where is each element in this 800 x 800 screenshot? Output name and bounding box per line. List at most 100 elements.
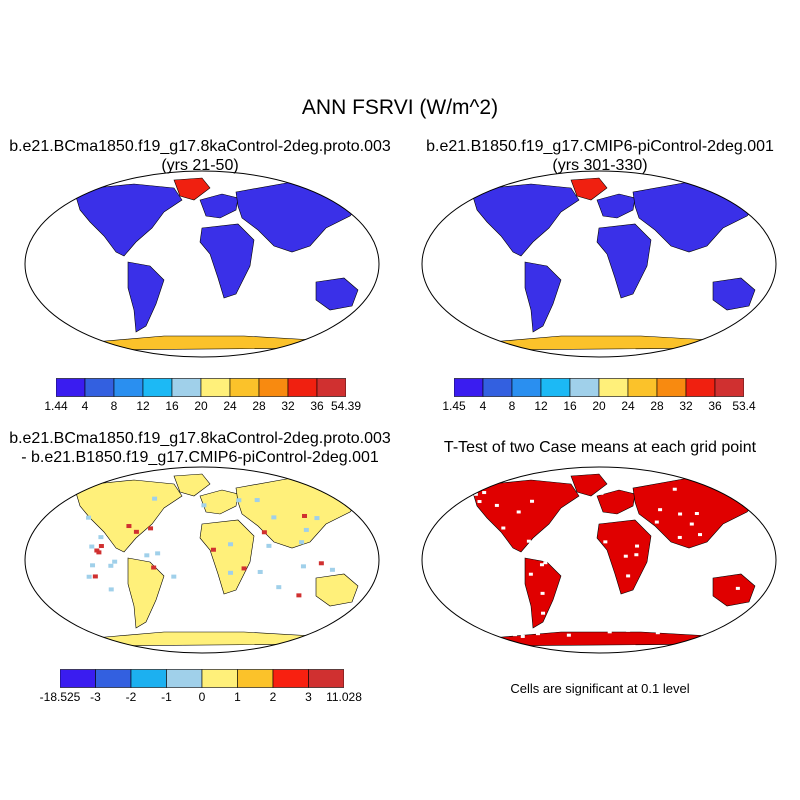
- nonsignificant-cell: [524, 625, 529, 629]
- colorbar-segment: [237, 669, 274, 688]
- nonsignificant-cell: [635, 544, 640, 548]
- map-panel-3: [24, 466, 380, 654]
- diff-cell: [96, 550, 102, 555]
- diff-cell: [302, 513, 308, 518]
- continent-australia: [315, 277, 359, 311]
- nonsignificant-cell: [501, 526, 506, 530]
- diff-cell: [299, 540, 305, 545]
- figure-title: ANN FSRVI (W/m^2): [301, 96, 499, 119]
- diff-cell: [228, 542, 234, 547]
- colorbar-segment: [130, 669, 167, 688]
- colorbar-tick-label: -3: [90, 690, 101, 704]
- nonsignificant-cell: [547, 542, 552, 546]
- nonsignificant-cell: [677, 535, 682, 539]
- nonsignificant-cell: [577, 595, 582, 599]
- nonsignificant-cell: [735, 586, 740, 590]
- colorbar-segment: [482, 378, 513, 397]
- nonsignificant-cell: [639, 593, 644, 597]
- map-panel-4: [421, 466, 777, 654]
- nonsignificant-cell: [477, 531, 482, 535]
- colorbar-segment: [258, 378, 289, 397]
- map-panel-2: [421, 170, 777, 358]
- nonsignificant-cell: [476, 521, 481, 525]
- colorbar-tick-label: 20: [592, 399, 606, 413]
- colorbar-segment: [714, 378, 744, 397]
- nonsignificant-cell: [494, 503, 499, 507]
- nonsignificant-cell: [626, 574, 631, 578]
- nonsignificant-cell: [530, 499, 535, 503]
- colorbar-tick-label: 36: [708, 399, 722, 413]
- nonsignificant-cell: [623, 554, 628, 558]
- nonsignificant-cell: [689, 522, 694, 526]
- map-land-group: [73, 177, 365, 351]
- diff-cell: [133, 529, 139, 534]
- continent-asia: [235, 477, 365, 549]
- colorbar-labels-panel-3: -18.525 -3 -2 -1 0 1 2 3 11.028: [40, 690, 362, 706]
- continent-north-america: [73, 183, 183, 257]
- diff-cell: [303, 527, 309, 532]
- diff-cell: [271, 515, 277, 520]
- continent-asia: [235, 181, 365, 253]
- nonsignificant-cell: [540, 591, 545, 595]
- nonsignificant-cell: [597, 604, 602, 608]
- nonsignificant-cell: [607, 630, 612, 634]
- colorbar-segment: [569, 378, 600, 397]
- colorbar-tick-label: 8: [508, 399, 516, 413]
- nonsignificant-cell: [626, 628, 631, 632]
- nonsignificant-cell: [568, 517, 573, 521]
- continent-south-america: [127, 261, 165, 333]
- colorbar-segment: [113, 378, 144, 397]
- nonsignificant-cell: [654, 520, 659, 524]
- colorbar-tick-label: 24: [223, 399, 237, 413]
- colorbar-panel-3: [60, 669, 344, 688]
- colorbar-labels-panel-1: 1.44 4 8 12 16 20 24 28 32 36 54.39: [44, 399, 361, 415]
- colorbar-tick-label: -2: [125, 690, 137, 704]
- colorbar-segment: [627, 378, 658, 397]
- nonsignificant-cell: [566, 633, 571, 637]
- diff-cell: [276, 585, 282, 590]
- panel-2-title-line1: b.e21.B1850.f19_g17.CMIP6-piControl-2deg…: [426, 138, 774, 155]
- map-land-group: [73, 473, 365, 647]
- nonsignificant-cell: [672, 487, 677, 491]
- significance-note: Cells are significant at 0.1 level: [510, 681, 690, 696]
- diff-cell: [108, 563, 114, 568]
- colorbar-segment: [84, 378, 115, 397]
- nonsignificant-cell: [539, 563, 544, 567]
- nonsignificant-cell: [630, 615, 635, 619]
- colorbar-tick-label: 4: [81, 399, 89, 413]
- colorbar-segment: [454, 378, 484, 397]
- continent-south-america: [127, 557, 165, 629]
- continent-africa: [199, 223, 255, 299]
- nonsignificant-cell: [676, 553, 681, 557]
- diff-cell: [144, 553, 150, 558]
- nonsignificant-cell: [634, 553, 639, 557]
- panel-2-title-line2: (yrs 301-330): [552, 157, 648, 174]
- continent-north-america: [470, 479, 580, 553]
- diff-cell: [254, 498, 260, 503]
- map-panel-1: [24, 170, 380, 358]
- diff-cell: [112, 559, 118, 564]
- diff-cell: [152, 496, 158, 501]
- colorbar-segment: [287, 378, 318, 397]
- colorbar-segment: [656, 378, 687, 397]
- colorbar-segment: [142, 378, 173, 397]
- nonsignificant-cell: [512, 633, 517, 637]
- nonsignificant-cell: [599, 491, 604, 495]
- nonsignificant-cell: [678, 512, 683, 516]
- colorbar-segment: [308, 669, 344, 688]
- diff-cell: [201, 503, 207, 508]
- panel-3-title-line1: b.e21.BCma1850.f19_g17.8kaControl-2deg.p…: [9, 430, 391, 447]
- continent-greenland: [570, 177, 608, 201]
- nonsignificant-cell: [516, 510, 521, 514]
- nonsignificant-cell: [484, 562, 489, 566]
- nonsignificant-cell: [477, 500, 482, 504]
- nonsignificant-cell: [723, 547, 728, 551]
- continent-greenland: [173, 473, 211, 497]
- continent-australia: [315, 573, 359, 607]
- nonsignificant-cell: [662, 613, 667, 617]
- diff-cell: [241, 566, 247, 571]
- colorbar-tick-label: 24: [621, 399, 635, 413]
- colorbar-segment: [685, 378, 716, 397]
- nonsignificant-cell: [486, 595, 491, 599]
- colorbar-tick-label: 8: [110, 399, 118, 413]
